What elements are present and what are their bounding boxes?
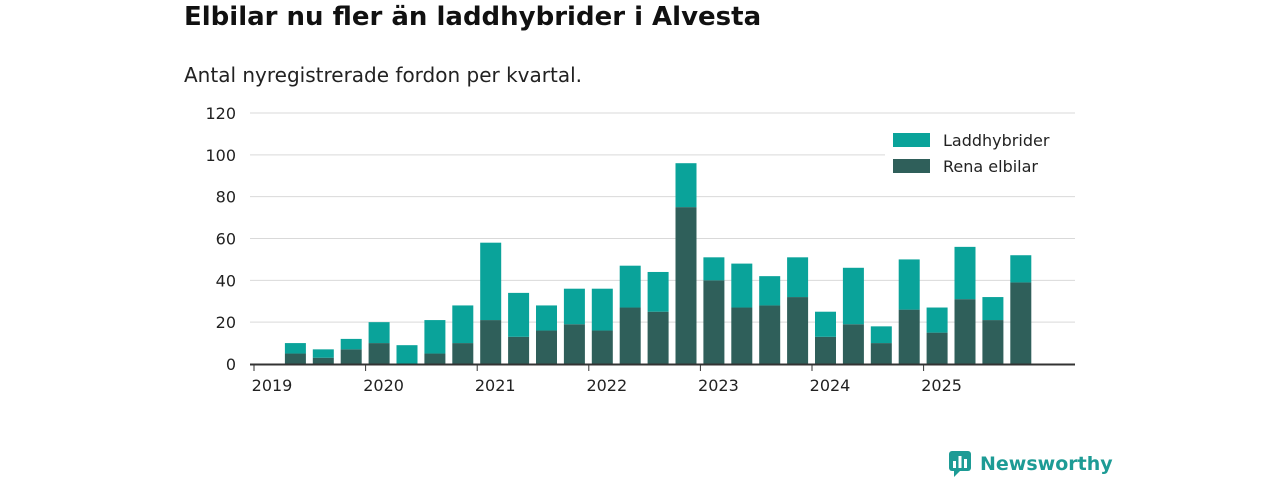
bar-rena-elbilar-2025-q1[interactable] — [926, 332, 948, 364]
legend-label-laddhybrider: Laddhybrider — [943, 131, 1050, 150]
bar-laddhybrider-2021-q2[interactable] — [508, 292, 530, 337]
bar-laddhybrider-2025-q3[interactable] — [982, 297, 1004, 321]
bar-laddhybrider-2021-q1[interactable] — [480, 242, 502, 321]
bar-laddhybrider-2019-q3[interactable] — [312, 349, 334, 358]
bar-rena-elbilar-2025-q2[interactable] — [954, 299, 976, 364]
bar-rena-elbilar-2024-q1[interactable] — [815, 336, 836, 364]
y-tick-label-0: 0 — [226, 355, 236, 374]
bar-rena-elbilar-2020-q1[interactable] — [368, 343, 390, 364]
stacked-bar-chart: 0 20 40 60 80 100 120 2019 2020 2021 2022 2023 2024 2… — [205, 104, 1075, 395]
bar-laddhybrider-2022-q4[interactable] — [675, 163, 697, 208]
chart-title: Elbilar nu fler än laddhybrider i Alvest… — [184, 2, 762, 32]
brand-name: Newsworthy — [980, 453, 1113, 475]
bar-laddhybrider-2020-q1[interactable] — [368, 322, 390, 344]
bar-laddhybrider-2024-q2[interactable] — [842, 267, 864, 325]
bar-laddhybrider-2025-q4[interactable] — [1010, 255, 1032, 283]
bar-rena-elbilar-2021-q1[interactable] — [480, 320, 502, 364]
bar-laddhybrider-2020-q2[interactable] — [396, 345, 418, 364]
bar-laddhybrider-2020-q4[interactable] — [452, 305, 474, 344]
bar-rena-elbilar-2019-q4[interactable] — [340, 349, 362, 364]
bar-laddhybrider-2021-q3[interactable] — [536, 305, 557, 331]
bar-laddhybrider-2023-q2[interactable] — [731, 263, 753, 308]
y-tick-label-40: 40 — [216, 271, 236, 290]
bar-laddhybrider-2023-q3[interactable] — [759, 276, 781, 306]
bar-rena-elbilar-2022-q3[interactable] — [647, 311, 669, 364]
x-tick-label-2021: 2021 — [475, 376, 516, 395]
bar-laddhybrider-2022-q2[interactable] — [619, 265, 641, 308]
bar-rena-elbilar-2021-q2[interactable] — [508, 336, 530, 364]
bar-laddhybrider-2022-q1[interactable] — [591, 288, 613, 331]
bar-laddhybrider-2020-q3[interactable] — [424, 320, 446, 354]
bar-rena-elbilar-2020-q3[interactable] — [424, 353, 446, 364]
bar-laddhybrider-2025-q1[interactable] — [926, 307, 948, 333]
chart-subtitle: Antal nyregistrerade fordon per kvartal. — [184, 63, 583, 87]
y-tick-label-60: 60 — [216, 230, 236, 249]
x-tick-label-2023: 2023 — [698, 376, 739, 395]
y-tick-label-120: 120 — [205, 104, 236, 123]
x-tick-label-2022: 2022 — [586, 376, 627, 395]
legend-swatch-laddhybrider — [893, 133, 930, 147]
bar-rena-elbilar-2023-q3[interactable] — [759, 305, 781, 364]
x-tick-label-2020: 2020 — [363, 376, 404, 395]
bar-rena-elbilar-2025-q4[interactable] — [1010, 282, 1032, 364]
bar-laddhybrider-2025-q2[interactable] — [954, 246, 976, 300]
bar-rena-elbilar-2022-q4[interactable] — [675, 207, 697, 364]
bar-rena-elbilar-2019-q2[interactable] — [284, 353, 306, 364]
x-tick-label-2025: 2025 — [921, 376, 962, 395]
legend-swatch-rena-elbilar — [893, 159, 930, 173]
bar-rena-elbilar-2021-q3[interactable] — [536, 330, 557, 364]
legend-label-rena-elbilar: Rena elbilar — [943, 157, 1038, 176]
bar-rena-elbilar-2022-q2[interactable] — [619, 307, 641, 364]
bar-rena-elbilar-2024-q4[interactable] — [898, 309, 920, 364]
x-tick-label-2019: 2019 — [252, 376, 293, 395]
bar-rena-elbilar-2022-q1[interactable] — [591, 330, 613, 364]
bar-laddhybrider-2019-q2[interactable] — [284, 343, 306, 354]
bar-laddhybrider-2023-q1[interactable] — [703, 257, 725, 281]
bar-rena-elbilar-2023-q1[interactable] — [703, 280, 725, 364]
bar-laddhybrider-2024-q1[interactable] — [815, 311, 836, 337]
brand-logo: Newsworthy — [948, 450, 1113, 478]
bar-rena-elbilar-2021-q4[interactable] — [563, 324, 585, 364]
bar-laddhybrider-2023-q4[interactable] — [787, 257, 809, 298]
bar-rena-elbilar-2019-q3[interactable] — [312, 357, 334, 364]
bar-rena-elbilar-2020-q4[interactable] — [452, 343, 474, 364]
bar-laddhybrider-2024-q3[interactable] — [870, 326, 892, 344]
bar-rena-elbilar-2023-q2[interactable] — [731, 307, 753, 364]
bar-laddhybrider-2024-q4[interactable] — [898, 259, 920, 310]
bar-laddhybrider-2022-q3[interactable] — [647, 271, 669, 312]
newsworthy-logo-icon — [949, 451, 971, 477]
bar-rena-elbilar-2024-q3[interactable] — [870, 343, 892, 364]
y-tick-label-80: 80 — [216, 188, 236, 207]
y-tick-label-100: 100 — [205, 146, 236, 165]
bar-rena-elbilar-2024-q2[interactable] — [842, 324, 864, 364]
bar-laddhybrider-2019-q4[interactable] — [340, 338, 362, 350]
y-tick-label-20: 20 — [216, 313, 236, 332]
bar-rena-elbilar-2025-q3[interactable] — [982, 320, 1004, 364]
x-tick-label-2024: 2024 — [810, 376, 851, 395]
bar-rena-elbilar-2023-q4[interactable] — [787, 297, 809, 364]
bar-laddhybrider-2021-q4[interactable] — [563, 288, 585, 325]
